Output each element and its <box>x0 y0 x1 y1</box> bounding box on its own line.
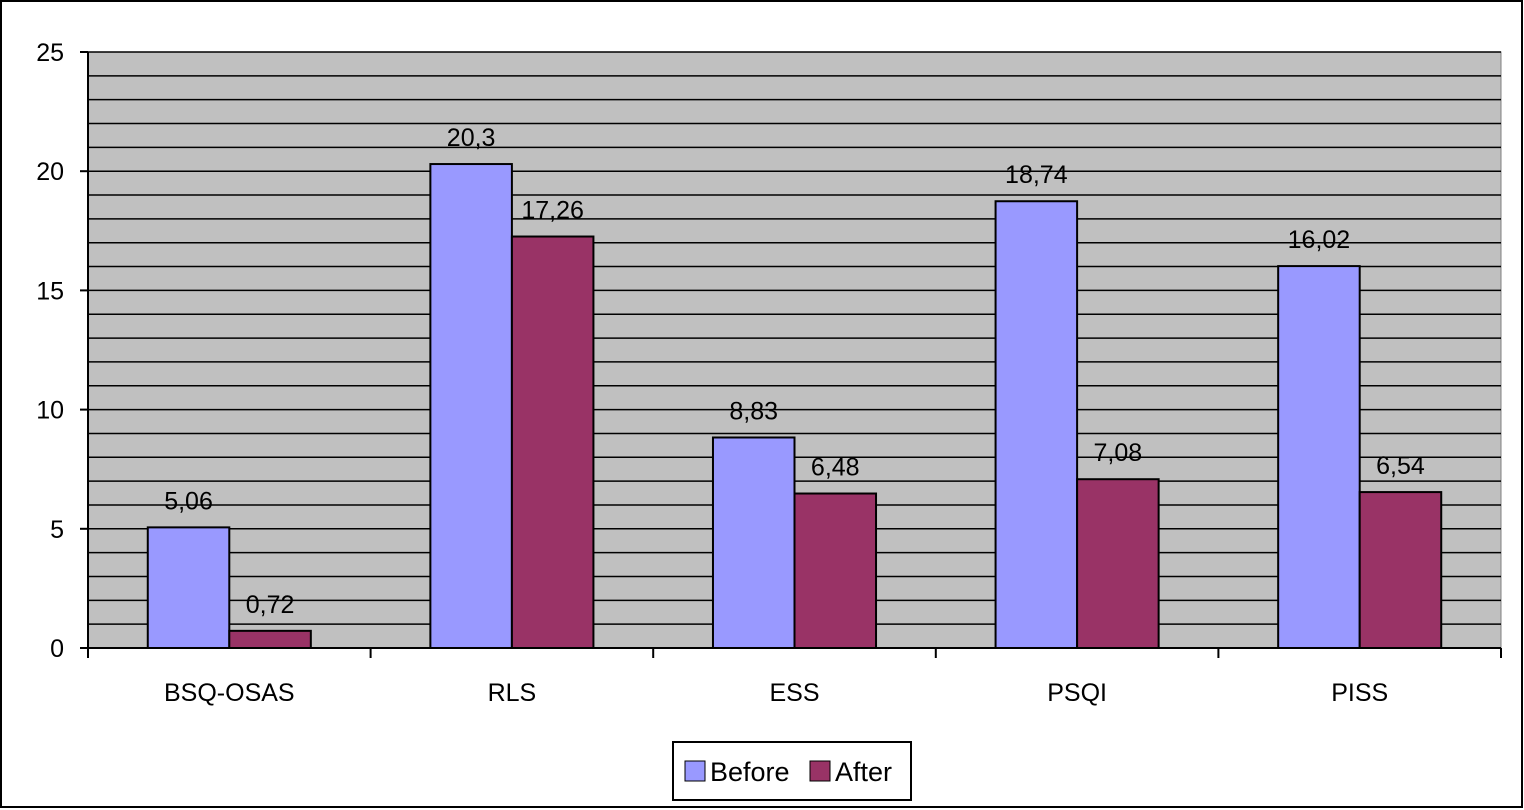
data-label-after: 0,72 <box>246 591 295 619</box>
legend: Before After <box>672 741 912 801</box>
bar-before <box>1277 265 1361 649</box>
data-label-before: 16,02 <box>1288 226 1351 254</box>
axes: 0 5 10 15 20 25 BSQ-OSAS RLS ESS PSQI PISS <box>36 39 1502 707</box>
y-tick-label: 25 <box>36 39 64 67</box>
data-label-before: 20,3 <box>447 124 496 152</box>
data-label-after: 6,48 <box>811 454 860 482</box>
bar-before <box>429 163 513 649</box>
legend-label-before: Before <box>710 757 790 787</box>
bar-before <box>711 436 796 649</box>
x-tick-label: BSQ-OSAS <box>164 679 295 707</box>
bar-after <box>793 492 878 650</box>
bars <box>146 163 1443 650</box>
legend-label-after: After <box>835 757 892 787</box>
legend-box <box>672 741 912 801</box>
y-tick-label: 15 <box>36 277 64 305</box>
data-labels: 5,06 20,3 8,83 18,74 16,02 0,72 17,26 6,48 7,08 6… <box>164 124 1425 619</box>
bar-after <box>1076 478 1160 649</box>
y-tick-label: 10 <box>36 397 64 425</box>
bar-after <box>510 235 595 649</box>
x-tick-label: ESS <box>769 679 819 707</box>
bar-before <box>146 526 231 650</box>
y-tick-label: 0 <box>50 635 64 663</box>
x-tick-label: RLS <box>488 679 537 707</box>
bar-after <box>1358 491 1443 649</box>
x-tick-label: PSQI <box>1047 679 1107 707</box>
x-tick-label: PISS <box>1331 679 1388 707</box>
y-tick-label: 20 <box>36 158 64 186</box>
bar-before <box>994 200 1079 649</box>
data-label-after: 6,54 <box>1376 452 1425 480</box>
legend-swatch-before <box>684 760 706 782</box>
legend-swatch-after <box>809 760 831 782</box>
data-label-after: 7,08 <box>1094 439 1143 467</box>
bar-after <box>228 629 312 650</box>
data-label-before: 8,83 <box>729 397 778 425</box>
data-label-before: 18,74 <box>1005 161 1068 189</box>
data-label-after: 17,26 <box>521 197 584 225</box>
data-label-before: 5,06 <box>164 487 213 515</box>
y-tick-label: 5 <box>50 516 64 544</box>
